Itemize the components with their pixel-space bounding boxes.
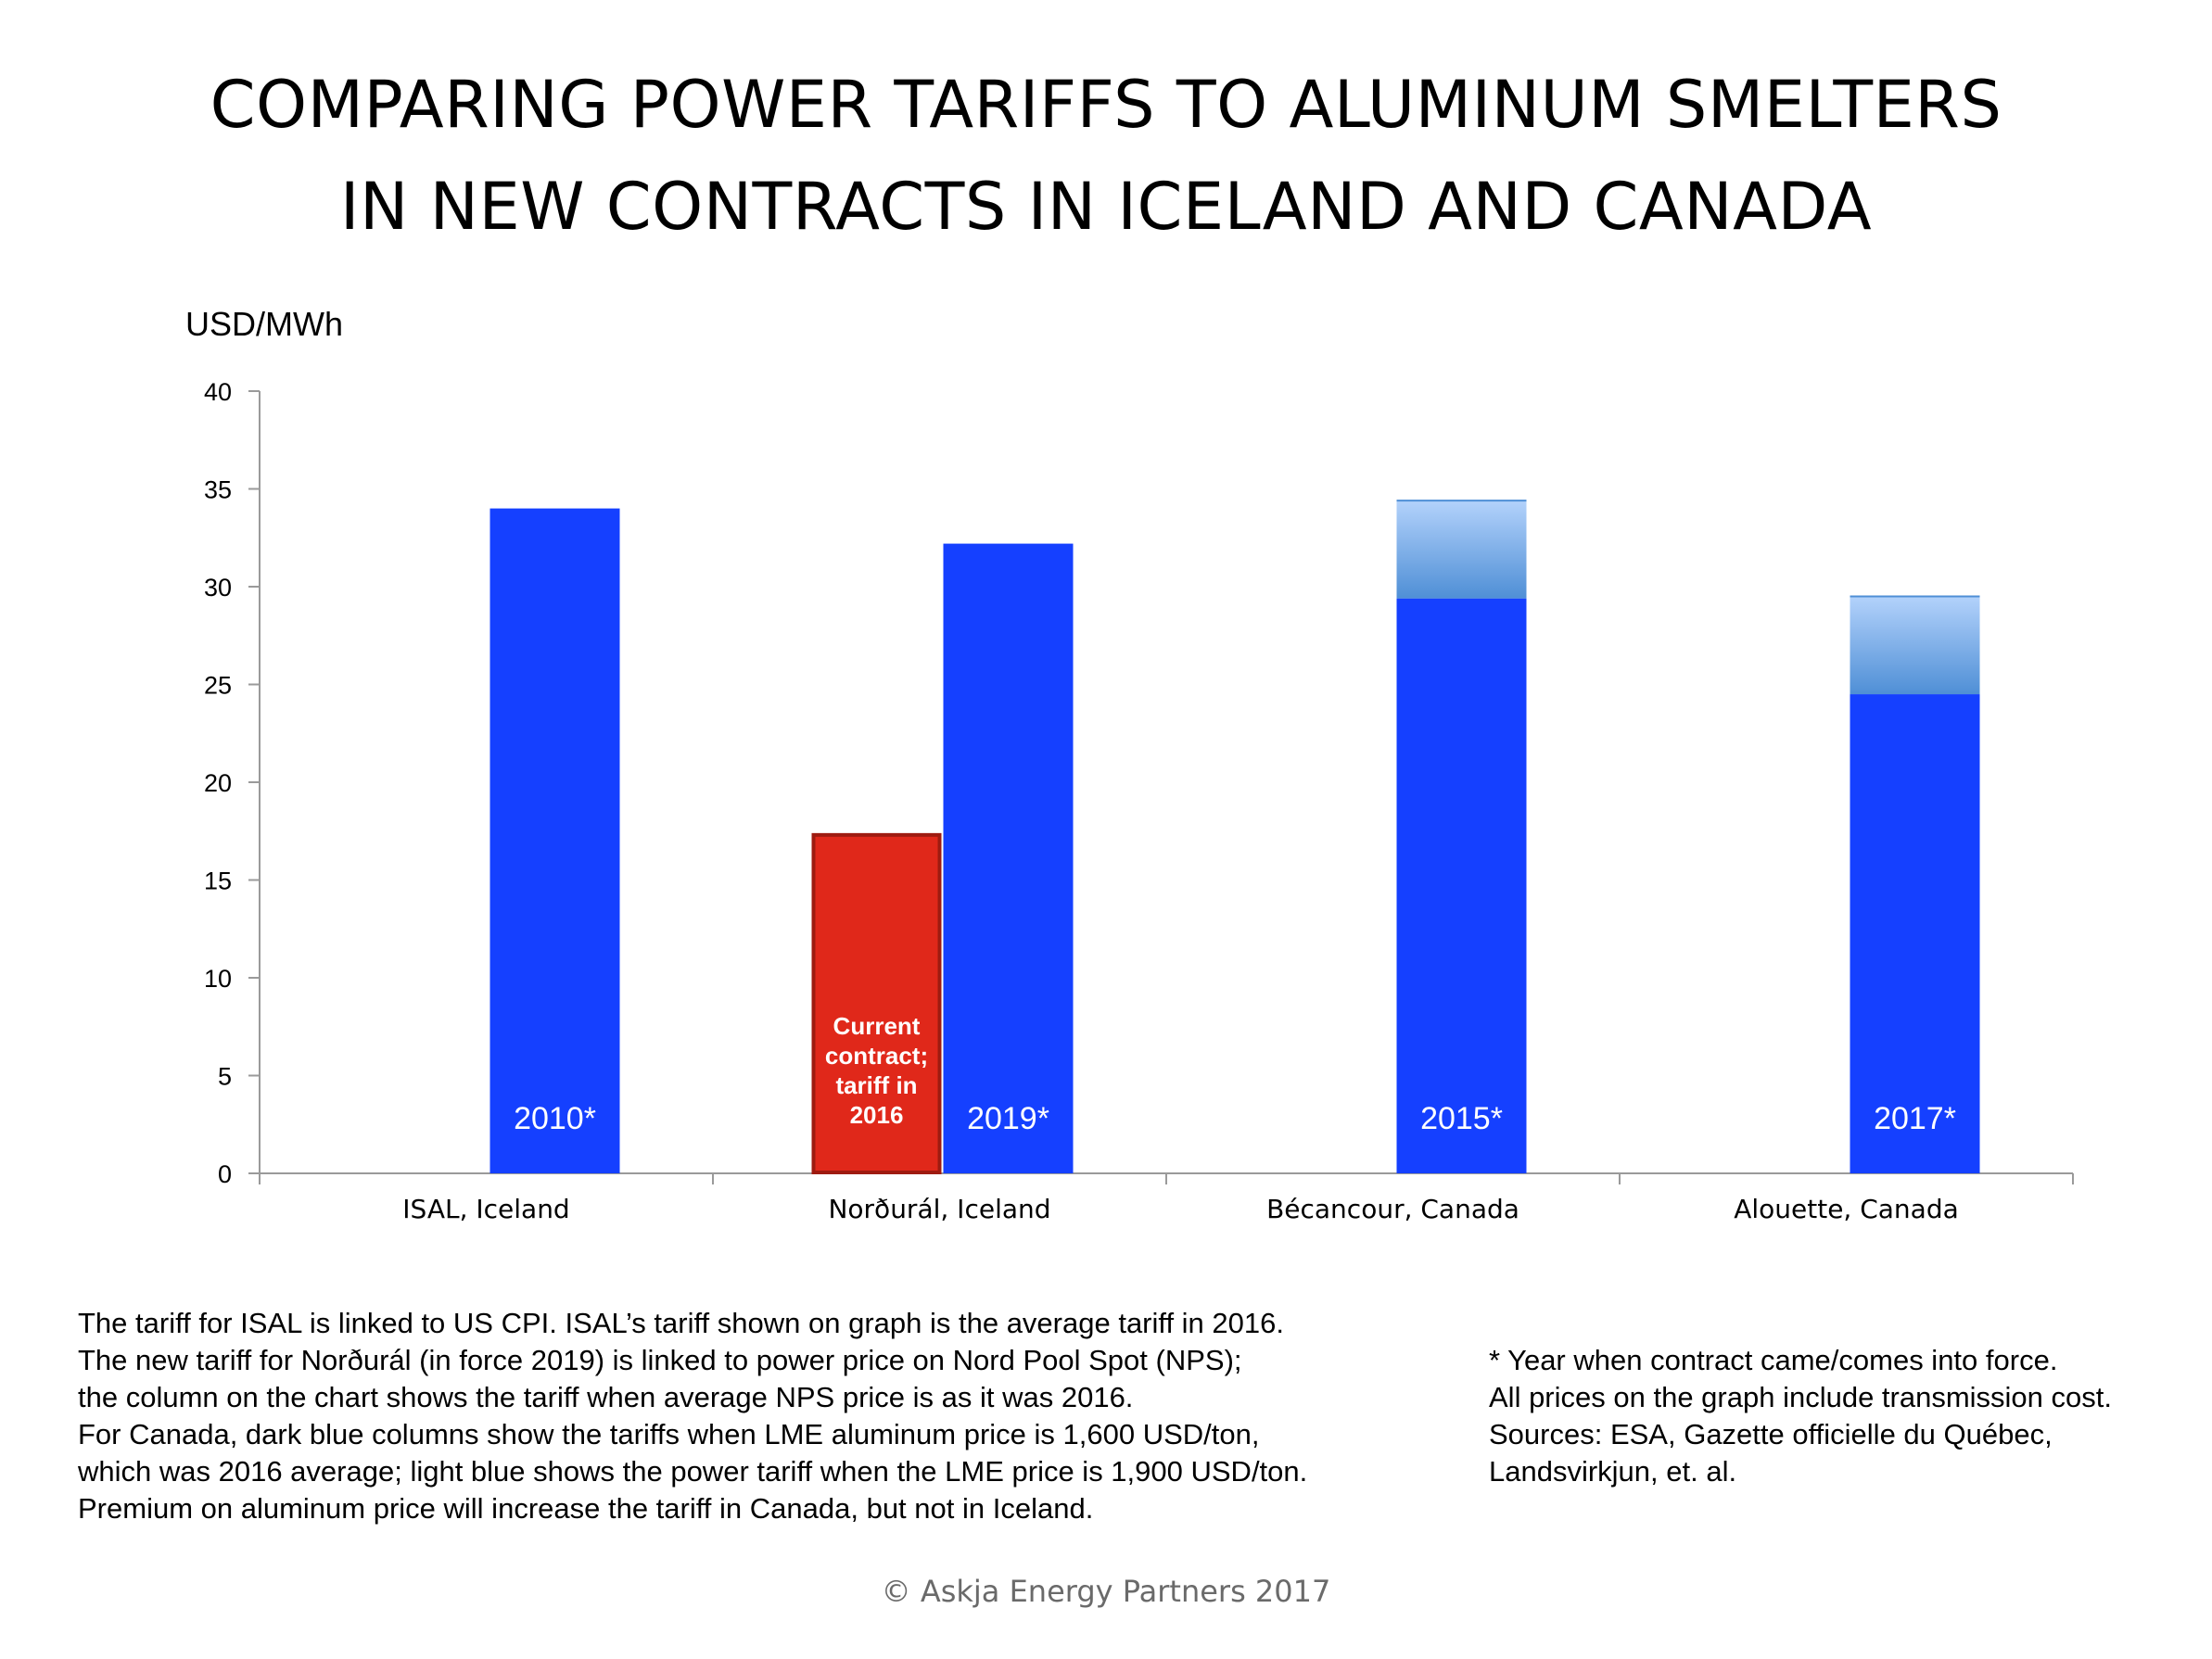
bar-light-blue: [1850, 596, 1980, 695]
note-line: the column on the chart shows the tariff…: [78, 1381, 1134, 1413]
bar-year-label: 2010*: [514, 1101, 596, 1136]
bars: [489, 500, 1980, 1174]
y-tick-label: 35: [204, 476, 232, 504]
y-tick-label: 0: [218, 1160, 232, 1188]
bar-red-label-line: tariff in: [835, 1071, 917, 1099]
bar-dark-blue: [1396, 598, 1527, 1173]
x-tick-label: Alouette, Canada: [1734, 1194, 1959, 1224]
bar-red-label-line: Current: [833, 1012, 921, 1040]
side-notes: * Year when contract came/comes into for…: [1489, 1342, 2112, 1490]
bar-dark-blue: [943, 543, 1074, 1173]
side-note-line: All prices on the graph include transmis…: [1489, 1381, 2112, 1413]
bar-year-label: 2017*: [1874, 1101, 1956, 1136]
bar-year-label: 2019*: [967, 1101, 1049, 1136]
bar-red-label-line: 2016: [850, 1101, 904, 1129]
chart-title: COMPARING POWER TARIFFS TO ALUMINUM SMEL…: [0, 54, 2212, 258]
bar-year-label: 2015*: [1420, 1101, 1503, 1136]
title-line-1: COMPARING POWER TARIFFS TO ALUMINUM SMEL…: [210, 67, 2002, 143]
axes: 0 5 10 15 20 25 30 35 40 ISAL, Iceland Norðurál, I…: [204, 378, 2074, 1224]
y-tick-label: 30: [204, 574, 232, 602]
title-line-2: IN NEW CONTRACTS IN ICELAND AND CANADA: [339, 169, 1873, 245]
y-tick-label: 15: [204, 867, 232, 895]
note-line: The tariff for ISAL is linked to US CPI.…: [78, 1307, 1284, 1339]
note-line: For Canada, dark blue columns show the t…: [78, 1418, 1260, 1450]
y-axis-label: USD/MWh: [185, 305, 343, 343]
side-note-line: * Year when contract came/comes into for…: [1489, 1344, 2058, 1376]
copyright: © Askja Energy Partners 2017: [881, 1574, 1331, 1609]
x-tick-label: ISAL, Iceland: [402, 1194, 569, 1224]
note-line: Premium on aluminum price will increase …: [78, 1492, 1094, 1525]
y-tick-label: 10: [204, 965, 232, 993]
side-note-line: Sources: ESA, Gazette officielle du Québ…: [1489, 1418, 2053, 1450]
note-line: which was 2016 average; light blue shows…: [78, 1455, 1308, 1488]
bar-red-label-line: contract;: [825, 1042, 928, 1070]
side-note-line: Landsvirkjun, et. al.: [1489, 1455, 1737, 1488]
y-tick-label: 40: [204, 378, 232, 406]
x-tick-label: Bécancour, Canada: [1266, 1194, 1519, 1224]
bar-light-blue: [1396, 500, 1527, 599]
note-line: The new tariff for Norðurál (in force 20…: [78, 1344, 1242, 1376]
bar-dark-blue: [489, 508, 620, 1173]
y-tick-label: 25: [204, 672, 232, 700]
y-tick-label: 5: [218, 1063, 232, 1091]
footnotes: The tariff for ISAL is linked to US CPI.…: [78, 1305, 1307, 1527]
y-tick-label: 20: [204, 769, 232, 797]
bar-dark-blue: [1850, 694, 1980, 1173]
x-tick-label: Norðurál, Iceland: [828, 1194, 1050, 1224]
bar-red: [811, 832, 942, 1174]
